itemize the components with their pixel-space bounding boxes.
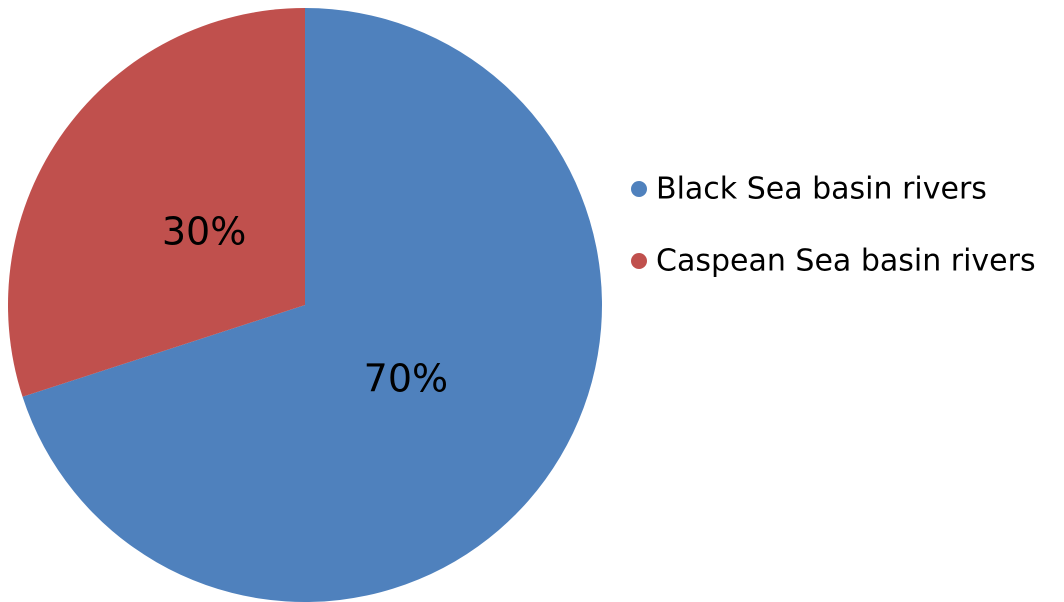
legend-item-2: Caspean Sea basin rivers — [631, 244, 1036, 279]
pie-slices — [7, 8, 603, 602]
legend-label-1: Black Sea basin rivers — [656, 172, 987, 207]
slice-labels: 70% 30% — [162, 210, 448, 401]
legend-item-1: Black Sea basin rivers — [631, 172, 987, 207]
legend: Black Sea basin rivers Caspean Sea basin … — [631, 172, 1036, 279]
legend-marker-1 — [631, 181, 647, 197]
legend-marker-2 — [631, 253, 647, 269]
legend-label-2: Caspean Sea basin rivers — [656, 244, 1036, 279]
slice-data-label-2: 30% — [162, 210, 246, 254]
pie-slice-2 — [7, 8, 306, 397]
slice-data-label-1: 70% — [364, 356, 448, 400]
pie-slice-1 — [22, 8, 603, 602]
